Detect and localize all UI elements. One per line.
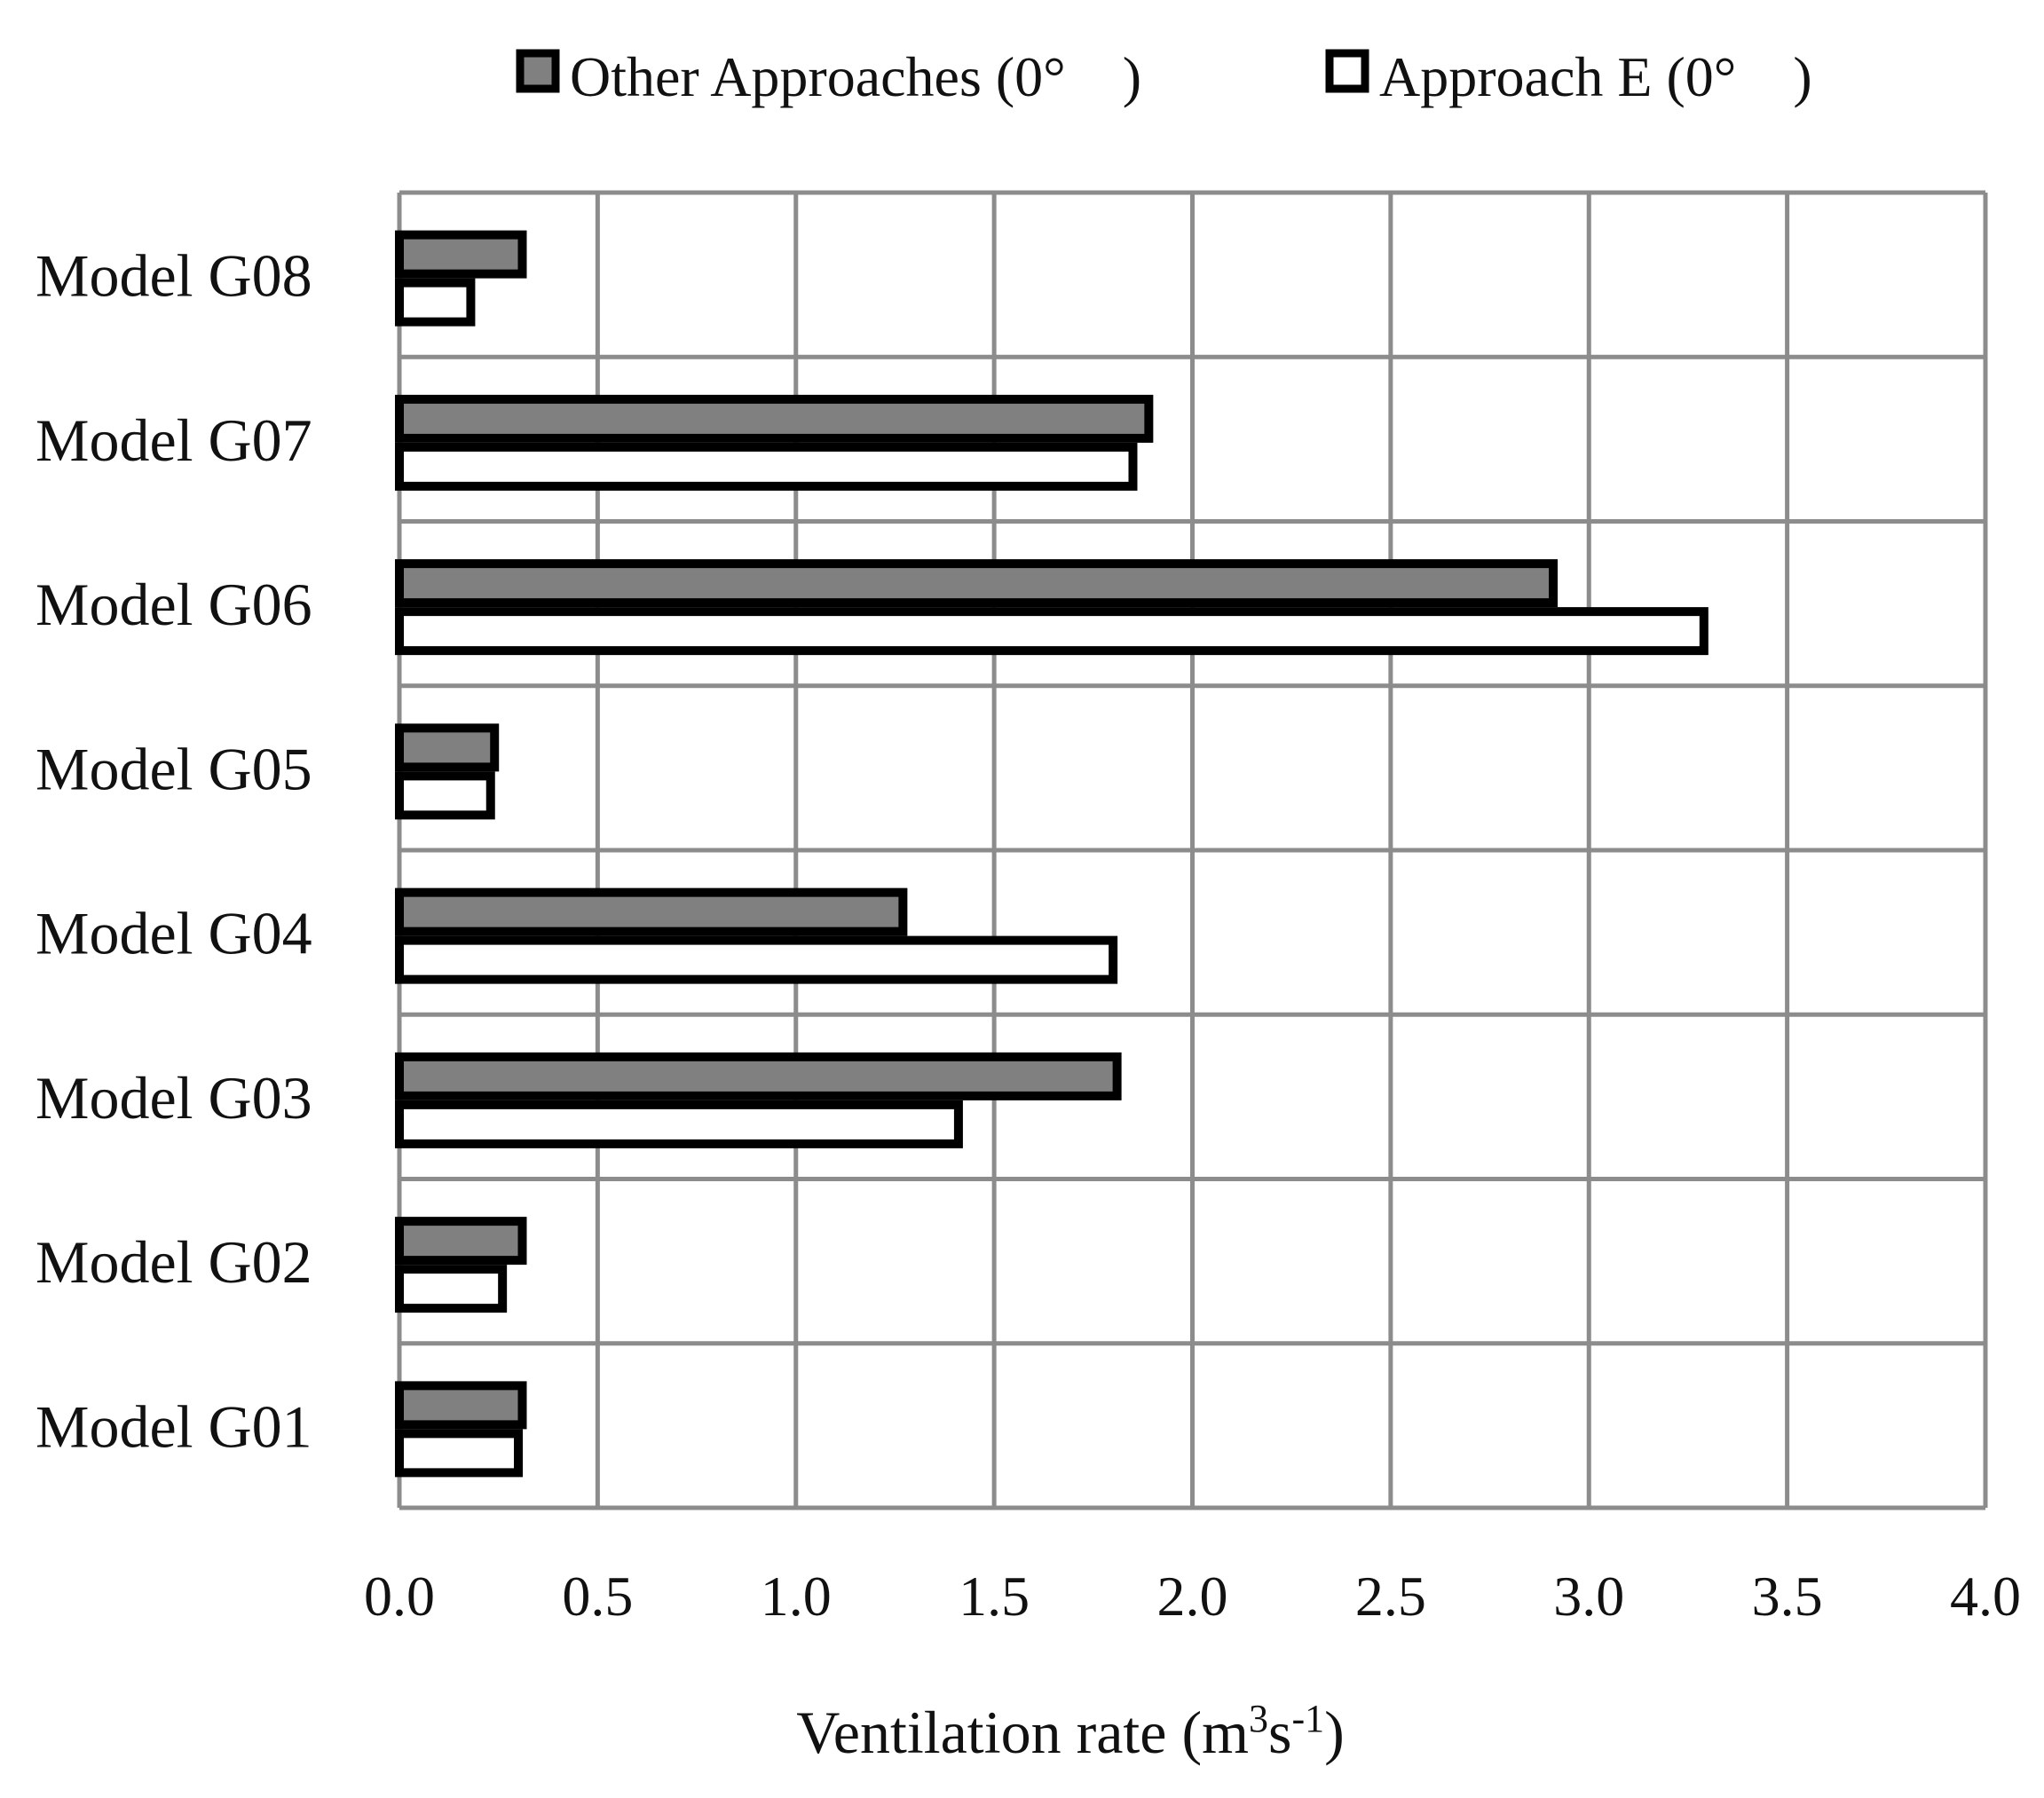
category-label: Model G05 (36, 735, 312, 802)
legend-label-other: Other Approaches (0° ) (570, 45, 1141, 108)
bar-model-g02-other-approaches (395, 1217, 527, 1266)
bar-model-g05-other-approaches (395, 723, 500, 772)
category-label: Model G04 (36, 900, 312, 967)
category-label: Model G01 (36, 1392, 312, 1460)
category-label: Model G06 (36, 571, 312, 638)
x-tick-label: 3.5 (1752, 1565, 1823, 1628)
bar-model-g07-other-approaches (395, 394, 1154, 443)
x-tick-label: 0.0 (364, 1565, 435, 1628)
category-label: Model G08 (36, 242, 312, 310)
plot-grid (397, 190, 1988, 1510)
x-axis-title: Ventilation rate (m3s-1) (796, 1697, 1345, 1766)
bar-model-g06-approach-e (395, 607, 1709, 656)
bar-model-g02-approach-e (395, 1265, 508, 1313)
x-tick-label: 1.5 (959, 1565, 1030, 1628)
bar-model-g01-approach-e (395, 1429, 524, 1478)
x-tick-label: 4.0 (1950, 1565, 2021, 1628)
bar-model-g04-other-approaches (395, 887, 908, 936)
x-tick-label: 2.5 (1355, 1565, 1426, 1628)
bar-model-g03-approach-e (395, 1100, 963, 1148)
category-labels: Model G01 Model G02 Model G03 Model G04 Mode… (36, 242, 312, 1461)
bar-model-g03-other-approaches (395, 1052, 1122, 1100)
legend-label-approach-e: Approach E (0° ) (1379, 45, 1812, 108)
category-label: Model G07 (36, 406, 312, 474)
x-tick-label: 2.0 (1157, 1565, 1228, 1628)
bar-model-g08-other-approaches (395, 230, 527, 279)
bar-model-g05-approach-e (395, 771, 495, 820)
category-label: Model G03 (36, 1064, 312, 1132)
category-label: Model G02 (36, 1228, 312, 1296)
x-tick-label: 0.5 (562, 1565, 633, 1628)
legend-swatch-other (516, 49, 560, 93)
legend-swatch-approach-e (1325, 49, 1369, 93)
legend: Other Approaches (0° ) Approach E (0° ) (516, 45, 1812, 108)
x-tick-label: 3.0 (1553, 1565, 1624, 1628)
bar-model-g07-approach-e (395, 442, 1138, 491)
bars (395, 230, 1709, 1478)
bar-model-g04-approach-e (395, 935, 1118, 984)
x-tick-labels: 0.0 0.5 1.0 1.5 2.0 2.5 3.0 3.5 4.0 (364, 1565, 2021, 1628)
bar-model-g08-approach-e (395, 278, 476, 327)
x-tick-label: 1.0 (761, 1565, 832, 1628)
bar-model-g01-other-approaches (395, 1381, 527, 1430)
bar-model-g06-other-approaches (395, 559, 1559, 608)
